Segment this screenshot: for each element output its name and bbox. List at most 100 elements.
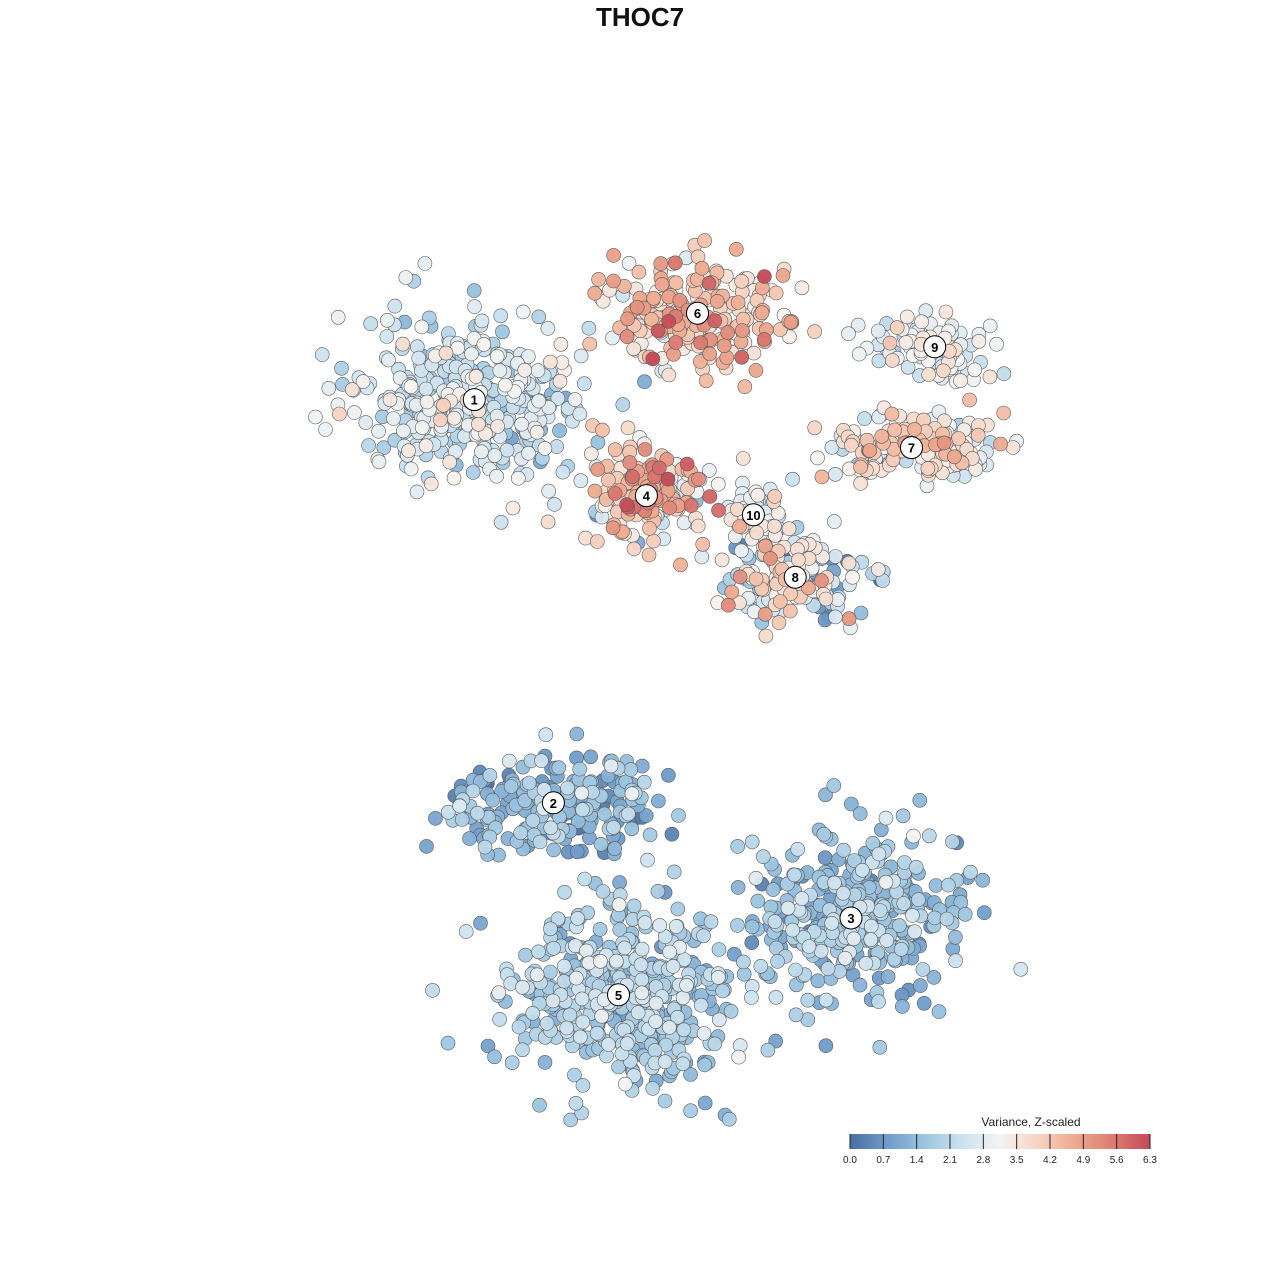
cell-point xyxy=(807,324,822,339)
cell-point xyxy=(853,605,869,621)
cell-point xyxy=(623,762,639,777)
cell-point xyxy=(425,983,440,998)
cell-point xyxy=(732,569,748,585)
cell-point xyxy=(846,931,862,947)
cell-point xyxy=(770,954,785,969)
cell-point xyxy=(878,874,894,890)
cell-point xyxy=(601,472,616,488)
cell-point xyxy=(915,962,931,977)
cell-point xyxy=(403,461,419,477)
cell-point xyxy=(853,459,868,475)
cell-point xyxy=(801,939,817,954)
cell-point xyxy=(641,547,657,563)
cell-point xyxy=(767,489,783,504)
cell-point xyxy=(936,435,952,451)
cell-point xyxy=(542,354,558,370)
cell-point xyxy=(872,903,888,918)
cell-point xyxy=(662,944,677,960)
cell-point xyxy=(464,346,479,362)
cell-point xyxy=(668,275,684,291)
cell-point xyxy=(638,808,654,823)
cell-point xyxy=(624,821,640,837)
cell-point xyxy=(510,470,526,486)
cell-point xyxy=(715,983,730,999)
cell-point xyxy=(546,940,561,956)
cell-point xyxy=(442,454,458,470)
cell-point xyxy=(601,1037,616,1052)
cell-point xyxy=(446,410,462,426)
cell-point xyxy=(595,422,610,438)
cell-point xyxy=(371,454,387,470)
cell-point xyxy=(525,1005,541,1021)
cell-point xyxy=(514,416,529,432)
cell-point xyxy=(693,335,708,351)
legend-tick-label: 6.3 xyxy=(1143,1155,1157,1166)
cluster-label-badge xyxy=(900,436,923,460)
cell-point xyxy=(621,806,636,822)
cell-point xyxy=(504,1055,520,1070)
cell-point xyxy=(785,922,800,938)
cell-point xyxy=(788,962,803,978)
cell-point xyxy=(440,1035,456,1051)
cell-point xyxy=(521,445,536,461)
cell-point xyxy=(567,1067,582,1083)
cell-point xyxy=(546,842,562,858)
cell-point xyxy=(661,314,677,329)
cell-point xyxy=(720,597,736,613)
cluster-label-text: 5 xyxy=(615,988,622,1003)
cell-point xyxy=(398,270,414,285)
cell-point xyxy=(702,489,718,504)
cell-point xyxy=(562,1007,578,1023)
cluster-label-text: 1 xyxy=(471,393,478,408)
cell-point xyxy=(552,423,567,438)
cell-point xyxy=(517,362,533,378)
cell-point xyxy=(818,591,834,607)
cell-point xyxy=(572,1029,588,1045)
cell-point xyxy=(945,834,960,850)
cell-point xyxy=(857,411,872,426)
legend-title: Variance, Z-scaled xyxy=(981,1115,1080,1129)
cell-point xyxy=(927,910,943,926)
cell-point xyxy=(446,470,462,486)
cell-point xyxy=(347,405,362,420)
cell-point xyxy=(518,947,533,963)
cell-point xyxy=(887,422,903,438)
cell-point xyxy=(591,272,606,287)
cell-point xyxy=(419,394,435,410)
cell-point xyxy=(785,471,800,487)
cell-point xyxy=(414,319,430,335)
cell-point xyxy=(783,314,799,330)
cell-point xyxy=(637,442,653,457)
cell-point xyxy=(517,793,533,808)
cluster-label: 7 xyxy=(900,436,923,460)
cell-point xyxy=(679,977,694,993)
cell-point xyxy=(908,859,924,875)
cell-point xyxy=(603,758,619,774)
cell-point xyxy=(611,897,627,913)
cell-point xyxy=(626,541,642,557)
cell-point xyxy=(492,363,508,378)
cell-point xyxy=(790,841,806,857)
cell-point xyxy=(467,299,482,314)
cell-point xyxy=(826,778,842,793)
cell-point xyxy=(477,839,493,855)
cell-point xyxy=(633,957,649,973)
cell-point xyxy=(907,422,922,437)
cell-point xyxy=(711,942,727,957)
cell-point xyxy=(962,392,977,408)
cell-point xyxy=(820,961,836,976)
cell-point xyxy=(744,935,760,951)
cell-point xyxy=(807,420,823,436)
cluster-labels: 1 2 3 4 5 6 7 8 9 10 xyxy=(462,301,947,1007)
cell-point xyxy=(827,875,842,891)
cell-point xyxy=(679,456,695,472)
cell-point xyxy=(707,1036,723,1052)
cell-point xyxy=(454,812,470,827)
cell-point xyxy=(709,293,725,309)
cell-point xyxy=(800,992,816,1008)
cluster-label-badge xyxy=(541,791,565,815)
cell-point xyxy=(871,846,887,862)
cluster-label: 3 xyxy=(839,906,863,930)
cell-point xyxy=(862,443,878,458)
cell-point xyxy=(657,1054,673,1069)
